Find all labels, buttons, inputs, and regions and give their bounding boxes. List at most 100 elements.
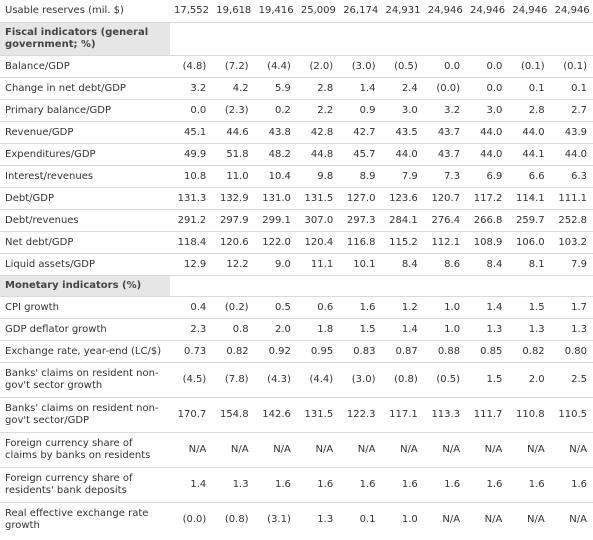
row-value: 5.9 [254, 77, 297, 100]
row-value: 1.3 [212, 467, 255, 503]
row-value: 8.4 [466, 253, 509, 276]
row-value: 12.9 [170, 253, 213, 276]
table-row: Usable reserves (mil. $) 17,552 19,618 19,4… [0, 0, 593, 23]
row-value: 266.8 [466, 209, 509, 232]
section-title: Fiscal indicators (general government; %… [0, 22, 170, 56]
row-value: 1.6 [550, 467, 593, 503]
row-value: 1.6 [339, 296, 382, 319]
row-value: 120.6 [212, 231, 255, 254]
row-value: 45.1 [170, 121, 213, 144]
row-value: (7.2) [212, 55, 255, 78]
row-value: 43.9 [550, 121, 593, 144]
row-value: 2.0 [254, 318, 297, 341]
row-value: 0.82 [508, 340, 551, 363]
row-value: 0.6 [296, 296, 340, 319]
row-value: 10.8 [170, 165, 213, 188]
row-value: 6.6 [508, 165, 551, 188]
row-value: 11.0 [212, 165, 255, 188]
row-value: 132.9 [212, 187, 255, 210]
row-value: 0.92 [254, 340, 297, 363]
row-value: N/A [212, 432, 255, 468]
row-value: 2.7 [550, 99, 593, 122]
row-value: N/A [170, 432, 213, 468]
row-value: 3.2 [423, 99, 467, 122]
row-value: (0.8) [381, 362, 424, 398]
row-value: 0.4 [170, 296, 213, 319]
row-value: (0.5) [381, 55, 424, 78]
row-value: 1.5 [508, 296, 551, 319]
row-value: N/A [296, 432, 340, 468]
row-value: 0.0 [466, 77, 509, 100]
row-value: 12.2 [212, 253, 255, 276]
row-value: 0.73 [170, 340, 213, 363]
row-value: 44.1 [508, 143, 551, 166]
row-value: 7.9 [381, 165, 424, 188]
row-value: 110.8 [508, 397, 551, 433]
row-value: N/A [423, 432, 467, 468]
row-value: 42.7 [339, 121, 382, 144]
section-header-fill [170, 22, 593, 56]
row-value: 19,618 [216, 5, 252, 16]
row-value: 1.3 [466, 318, 509, 341]
row-value: 0.0 [466, 55, 509, 78]
row-value: 0.0 [423, 55, 467, 78]
row-value: 154.8 [212, 397, 255, 433]
row-label: Banks' claims on resident non-gov't sect… [0, 397, 170, 433]
row-value: 0.5 [254, 296, 297, 319]
row-value: 1.8 [296, 318, 340, 341]
row-value: 118.4 [170, 231, 213, 254]
row-value: 0.95 [296, 340, 340, 363]
row-value: 110.5 [550, 397, 593, 433]
row-value: 10.1 [339, 253, 382, 276]
row-value: 122.0 [254, 231, 297, 254]
row-value: 122.3 [339, 397, 382, 433]
row-value: (4.5) [170, 362, 213, 398]
row-value: 1.0 [381, 502, 424, 537]
row-value: 0.87 [381, 340, 424, 363]
table-row: Banks' claims on resident non-gov't sect… [0, 397, 593, 433]
row-value: (3.0) [339, 362, 382, 398]
table-row: Banks' claims on resident non-gov't sect… [0, 362, 593, 398]
section-title: Monetary indicators (%) [0, 275, 170, 297]
row-value: 1.6 [466, 467, 509, 503]
row-value: 1.4 [466, 296, 509, 319]
section-header-row: Fiscal indicators (general government; %… [0, 22, 593, 56]
row-value: 131.3 [170, 187, 213, 210]
row-value: 45.7 [339, 143, 382, 166]
row-value: 8.1 [508, 253, 551, 276]
row-value: (2.3) [212, 99, 255, 122]
row-value: 9.8 [296, 165, 340, 188]
row-value: N/A [466, 502, 509, 537]
row-label: Revenue/GDP [0, 121, 170, 144]
row-value: (4.4) [254, 55, 297, 78]
row-value: 43.7 [423, 143, 467, 166]
row-value: 115.2 [381, 231, 424, 254]
row-value: 1.6 [508, 467, 551, 503]
row-value: 6.3 [550, 165, 593, 188]
row-value: 0.1 [550, 77, 593, 100]
row-value: 6.9 [466, 165, 509, 188]
row-value: 8.6 [423, 253, 467, 276]
row-value: 170.7 [170, 397, 213, 433]
row-value: 297.3 [339, 209, 382, 232]
table-row: Change in net debt/GDP 3.2 4.2 5.9 2.8 1.4 2.4… [0, 77, 593, 100]
row-value: 1.6 [423, 467, 467, 503]
row-value: N/A [508, 432, 551, 468]
row-value: 1.6 [381, 467, 424, 503]
row-value: (4.3) [254, 362, 297, 398]
row-value: 4.2 [212, 77, 255, 100]
row-value: (3.0) [339, 55, 382, 78]
row-value: 112.1 [423, 231, 467, 254]
row-label: Debt/GDP [0, 187, 170, 210]
table-row: Net debt/GDP 118.4 120.6 122.0 120.4 116.8 115… [0, 231, 593, 254]
row-value: (7.8) [212, 362, 255, 398]
row-value: 0.85 [466, 340, 509, 363]
row-value: 116.8 [339, 231, 382, 254]
row-value: 49.9 [170, 143, 213, 166]
row-value: 1.5 [339, 318, 382, 341]
row-value: N/A [466, 432, 509, 468]
table-row: CPI growth 0.4 (0.2) 0.5 0.6 1.6 1.2 1.0 1.4 1.5 1… [0, 296, 593, 319]
row-value: 7.9 [550, 253, 593, 276]
